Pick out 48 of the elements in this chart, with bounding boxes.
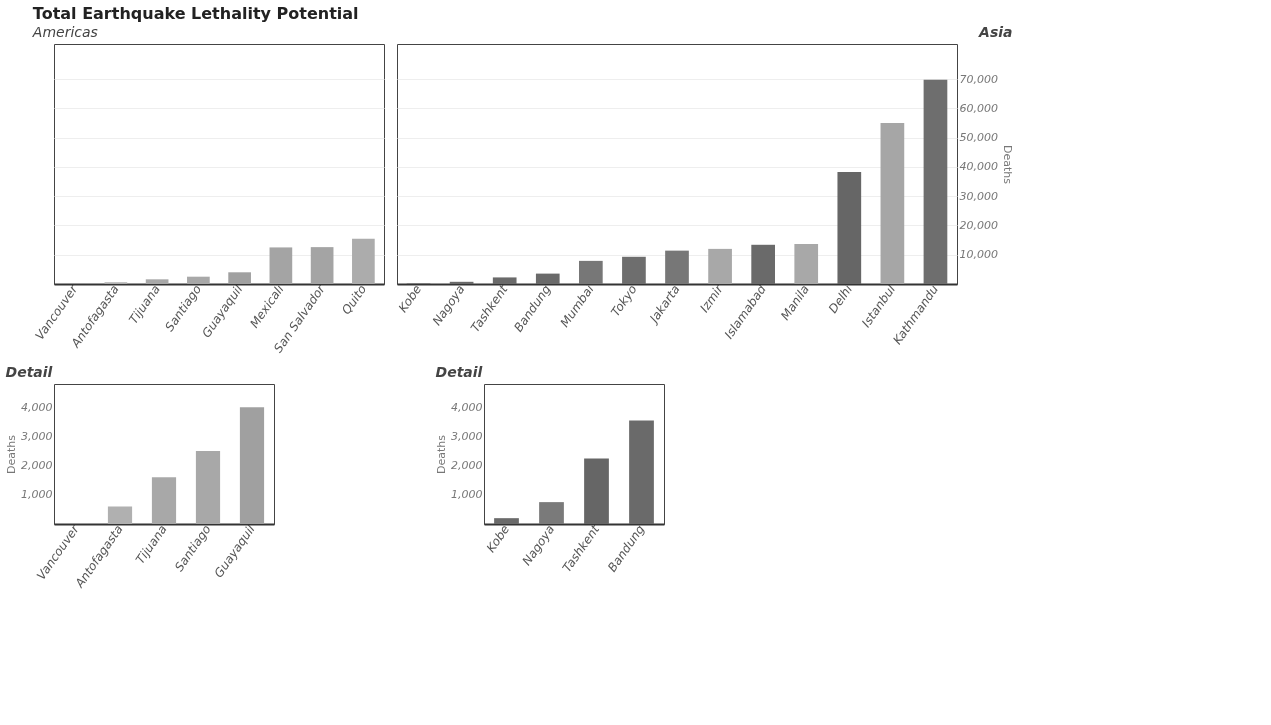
bar — [239, 407, 265, 524]
bar — [629, 420, 654, 524]
bar — [310, 247, 334, 284]
y-tick-label: 2,000 — [451, 459, 483, 473]
bar — [751, 244, 775, 284]
y-tick-label: 3,000 — [21, 430, 53, 443]
y-tick-label: 3,000 — [451, 430, 483, 443]
y-tick-label: 4,000 — [21, 400, 53, 414]
bar — [622, 256, 646, 284]
bar — [352, 238, 375, 284]
bar — [145, 279, 169, 284]
bar — [665, 250, 689, 284]
bar — [107, 506, 133, 524]
bar — [228, 272, 251, 284]
bar — [535, 273, 560, 284]
chart-title: Detail — [5, 364, 53, 380]
y-tick-label: 10,000 — [959, 248, 998, 262]
chart-subtitle: Americas — [31, 24, 98, 40]
y-tick-label: 20,000 — [959, 218, 998, 232]
chart-title: Detail — [435, 364, 483, 380]
y-tick-label: 1,000 — [451, 488, 483, 502]
bar — [579, 260, 603, 284]
chart-title: Total Earthquake Lethality Potential — [32, 4, 359, 23]
y-tick-label: 70,000 — [959, 72, 998, 86]
y-axis-title: Deaths — [5, 434, 19, 474]
y-tick-label: 1,000 — [21, 488, 53, 502]
bar — [794, 243, 819, 284]
y-axis-title: Deaths — [1000, 145, 1014, 185]
bar — [187, 276, 210, 284]
bar — [923, 79, 948, 284]
y-tick-label: 4,000 — [451, 400, 483, 414]
bar — [494, 518, 519, 524]
bar — [195, 451, 221, 524]
bar — [837, 171, 862, 284]
text: Asia — [978, 24, 1013, 40]
y-tick-label: 50,000 — [959, 131, 998, 145]
y-tick-label: 40,000 — [959, 160, 998, 174]
bar — [151, 477, 177, 524]
bar — [584, 458, 609, 524]
bar — [880, 123, 905, 284]
y-tick-label: 30,000 — [959, 189, 998, 203]
y-tick-label: 2,000 — [21, 459, 53, 473]
bar — [539, 502, 564, 524]
bar — [269, 247, 293, 284]
bar — [708, 248, 732, 284]
y-tick-label: 60,000 — [959, 101, 998, 115]
y-axis-title: Deaths — [435, 434, 449, 474]
bar — [492, 277, 517, 284]
